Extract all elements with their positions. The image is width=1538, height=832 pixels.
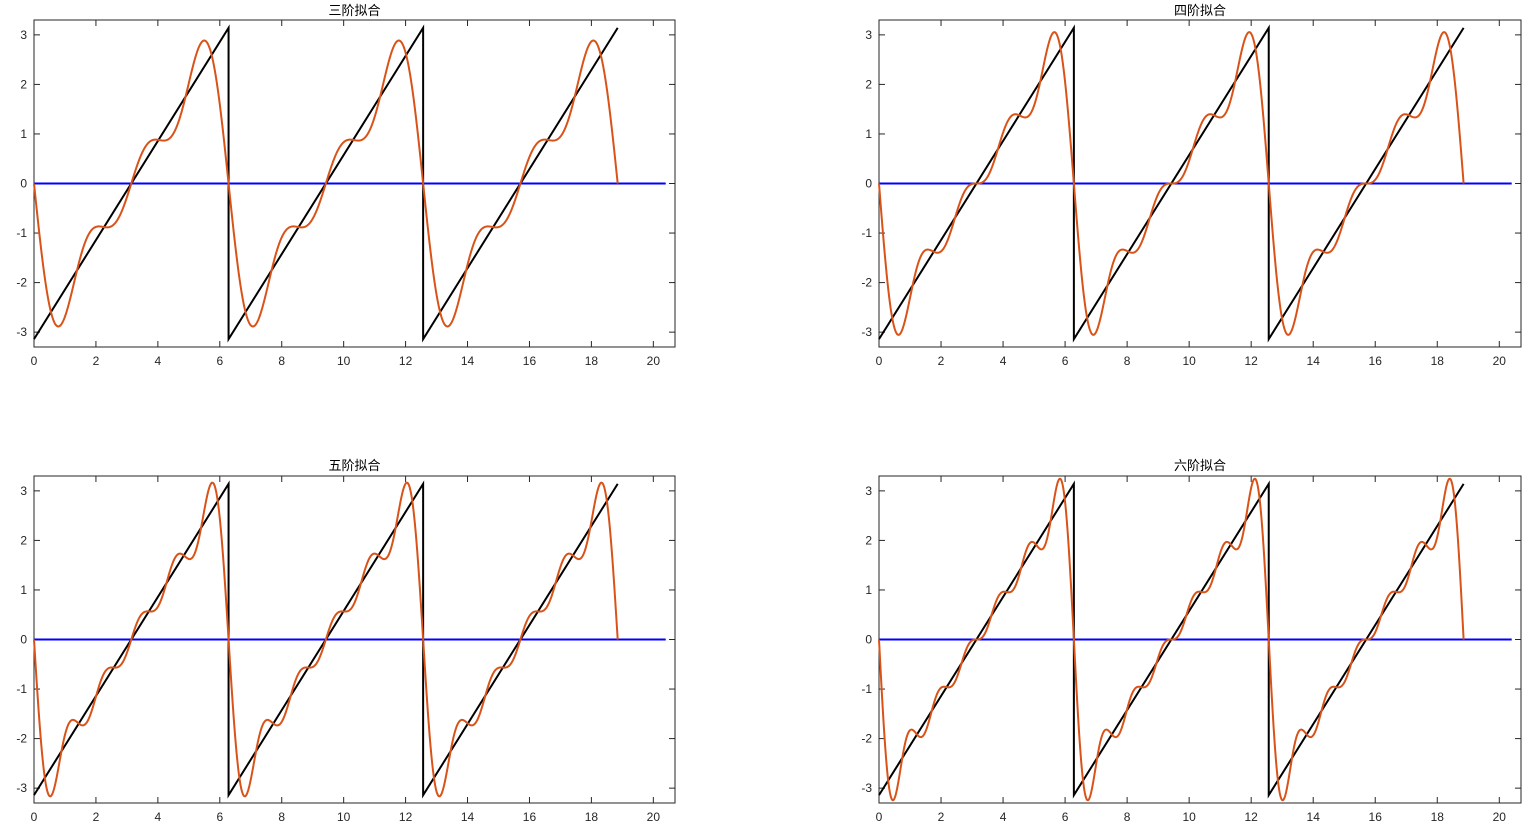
x-tick-label: 14 — [461, 810, 475, 824]
x-tick-label: 20 — [1493, 354, 1507, 368]
y-tick-label: 1 — [865, 127, 872, 141]
y-tick-label: -3 — [861, 325, 872, 339]
subplot-title: 五阶拟合 — [328, 459, 381, 474]
x-tick-label: 10 — [337, 810, 351, 824]
x-tick-label: 16 — [523, 354, 537, 368]
y-tick-label: -2 — [16, 732, 27, 746]
x-tick-label: 4 — [155, 354, 162, 368]
y-tick-label: -3 — [16, 325, 27, 339]
x-tick-label: 18 — [585, 354, 599, 368]
y-tick-label: -3 — [861, 781, 872, 795]
x-tick-label: 8 — [1124, 810, 1131, 824]
x-tick-label: 4 — [1000, 810, 1007, 824]
x-tick-label: 16 — [1369, 354, 1383, 368]
x-tick-label: 12 — [399, 354, 413, 368]
x-tick-label: 14 — [461, 354, 475, 368]
x-tick-label: 18 — [1431, 810, 1445, 824]
y-tick-label: 2 — [865, 533, 872, 547]
x-tick-label: 12 — [1244, 810, 1258, 824]
y-tick-label: -1 — [16, 682, 27, 696]
y-tick-label: -1 — [16, 226, 27, 240]
x-tick-label: 12 — [1244, 354, 1258, 368]
x-tick-label: 20 — [1493, 810, 1507, 824]
x-tick-label: 4 — [155, 810, 162, 824]
x-tick-label: 2 — [938, 354, 945, 368]
y-tick-label: -2 — [861, 276, 872, 290]
x-tick-label: 2 — [93, 810, 100, 824]
y-tick-label: 3 — [20, 484, 27, 498]
x-tick-label: 0 — [876, 810, 883, 824]
y-tick-label: 0 — [20, 177, 27, 191]
y-tick-label: 2 — [20, 77, 27, 91]
subplot-title: 四阶拟合 — [1173, 4, 1226, 19]
y-tick-label: 2 — [865, 77, 872, 91]
x-tick-label: 20 — [647, 354, 661, 368]
y-tick-label: -2 — [16, 276, 27, 290]
x-tick-label: 16 — [1369, 810, 1383, 824]
x-tick-label: 4 — [1000, 354, 1007, 368]
fourier-fit-line — [33, 481, 619, 798]
x-tick-label: 6 — [1062, 354, 1069, 368]
subplot-title: 三阶拟合 — [328, 4, 381, 19]
fourier-fit-line — [878, 477, 1465, 802]
y-tick-label: 1 — [20, 583, 27, 597]
x-tick-label: 8 — [278, 810, 285, 824]
x-tick-label: 10 — [1182, 354, 1196, 368]
y-tick-label: 0 — [865, 177, 872, 191]
y-tick-label: 0 — [20, 633, 27, 647]
y-tick-label: 1 — [20, 127, 27, 141]
x-tick-label: 8 — [1124, 354, 1131, 368]
x-tick-label: 18 — [1431, 354, 1445, 368]
y-tick-label: 2 — [20, 533, 27, 547]
x-tick-label: 0 — [876, 354, 883, 368]
y-tick-label: -1 — [861, 226, 872, 240]
y-tick-label: -2 — [861, 732, 872, 746]
x-tick-label: 20 — [647, 810, 661, 824]
x-tick-label: 14 — [1307, 810, 1321, 824]
x-tick-label: 0 — [31, 354, 38, 368]
x-tick-label: 6 — [216, 810, 223, 824]
x-tick-label: 8 — [278, 354, 285, 368]
x-tick-label: 2 — [93, 354, 100, 368]
x-tick-label: 16 — [523, 810, 537, 824]
x-tick-label: 0 — [31, 810, 38, 824]
x-tick-label: 2 — [938, 810, 945, 824]
y-tick-label: -3 — [16, 781, 27, 795]
x-tick-label: 12 — [399, 810, 413, 824]
y-tick-label: 3 — [865, 28, 872, 42]
x-tick-label: 18 — [585, 810, 599, 824]
x-tick-label: 10 — [1182, 810, 1196, 824]
x-tick-label: 6 — [1062, 810, 1069, 824]
x-tick-label: 10 — [337, 354, 351, 368]
fourier-fit-line — [878, 31, 1465, 336]
y-tick-label: -1 — [861, 682, 872, 696]
x-tick-label: 6 — [216, 354, 223, 368]
y-tick-label: 0 — [865, 633, 872, 647]
y-tick-label: 1 — [865, 583, 872, 597]
y-tick-label: 3 — [20, 28, 27, 42]
fourier-fit-line — [33, 39, 619, 328]
subplot-title: 六阶拟合 — [1173, 459, 1226, 474]
x-tick-label: 14 — [1307, 354, 1321, 368]
y-tick-label: 3 — [865, 484, 872, 498]
